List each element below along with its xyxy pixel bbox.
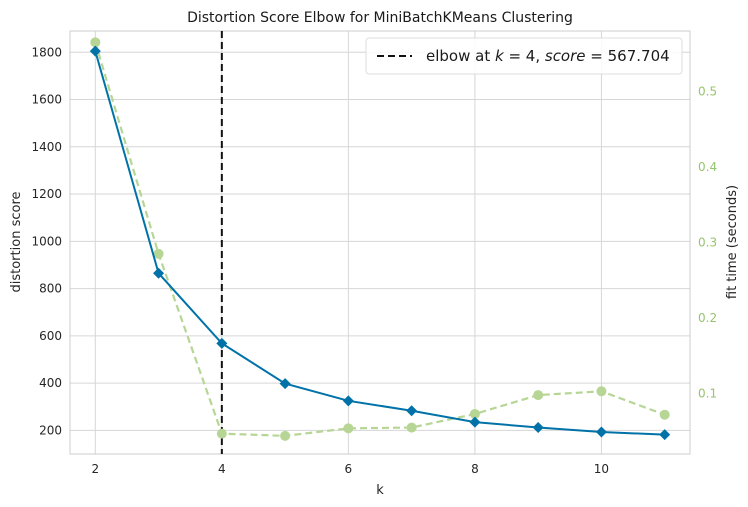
distortion-point — [469, 416, 481, 428]
right-tick-label: 0.4 — [698, 160, 717, 174]
y-tick-label: 1200 — [31, 187, 62, 201]
fit-time-point — [280, 430, 291, 441]
fit-time-point — [343, 423, 354, 434]
y-axis-ticks: 200 400 600 800 1000 1200 1400 1600 1800 — [31, 45, 62, 437]
y-tick-label: 1400 — [31, 140, 62, 154]
legend-box — [365, 37, 683, 75]
distortion-point — [216, 337, 228, 349]
distortion-point — [153, 267, 165, 279]
y-tick-label: 400 — [39, 376, 62, 390]
fit-time-point — [216, 428, 227, 439]
right-tick-label: 0.1 — [698, 387, 717, 401]
fit-time-point — [596, 386, 607, 397]
x-tick-label: 6 — [345, 462, 353, 476]
right-tick-label: 0.5 — [698, 84, 717, 98]
fit-time-point — [406, 422, 417, 433]
fit-time-point — [659, 409, 670, 420]
legend: elbow at k = 4, score = 567.704 — [365, 37, 683, 75]
fit-time-point — [533, 390, 544, 401]
fit-time-series — [90, 37, 670, 441]
x-axis-ticks: 2 4 6 8 10 — [91, 462, 609, 476]
x-tick-label: 10 — [594, 462, 609, 476]
fit-time-point — [153, 248, 164, 259]
right-axis-ticks: 0.1 0.2 0.3 0.4 0.5 — [698, 84, 717, 400]
distortion-point — [279, 378, 291, 390]
right-tick-label: 0.3 — [698, 236, 717, 250]
y-tick-label: 200 — [39, 423, 62, 437]
legend-label: elbow at k = 4, score = 567.704 — [426, 47, 670, 65]
chart-title: Distortion Score Elbow for MiniBatchKMea… — [187, 10, 573, 26]
distortion-line — [94, 50, 665, 436]
distortion-series — [89, 45, 671, 441]
right-axis-title: fit time (seconds) — [725, 185, 740, 299]
x-tick-label: 2 — [91, 462, 99, 476]
x-tick-label: 4 — [218, 462, 226, 476]
fit-time-line — [94, 42, 666, 437]
plot-frame — [69, 30, 691, 455]
y-tick-label: 800 — [39, 282, 62, 296]
right-tick-label: 0.2 — [698, 311, 717, 325]
distortion-point — [89, 45, 101, 57]
x-axis-title: k — [376, 483, 384, 498]
y-tick-label: 600 — [39, 329, 62, 343]
distortion-point — [342, 395, 354, 407]
distortion-point — [595, 426, 607, 438]
y-tick-label: 1000 — [31, 234, 62, 248]
distortion-point — [659, 429, 671, 441]
y-axis-title: distortion score — [9, 192, 24, 293]
distortion-point — [532, 422, 544, 434]
fit-time-point — [90, 37, 101, 48]
y-tick-label: 1600 — [31, 93, 62, 107]
x-tick-label: 8 — [471, 462, 479, 476]
y-tick-label: 1800 — [31, 45, 62, 59]
fit-time-point — [469, 408, 480, 419]
distortion-point — [406, 405, 418, 417]
